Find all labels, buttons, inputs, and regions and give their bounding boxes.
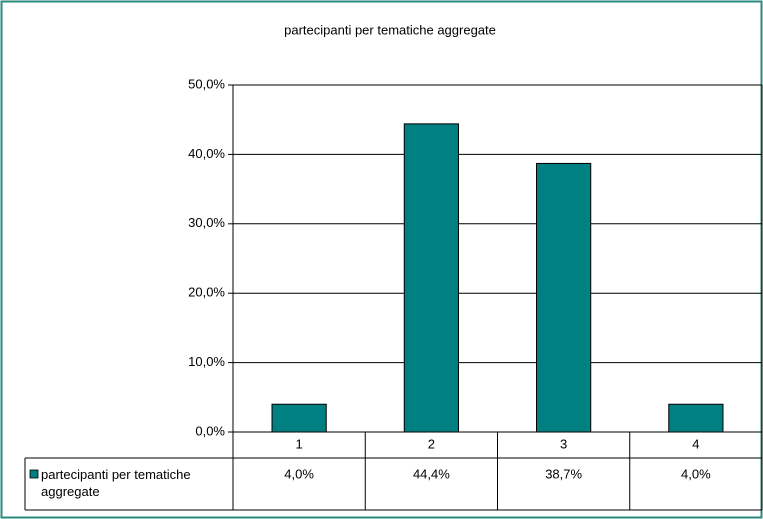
bar xyxy=(536,162,592,433)
bar xyxy=(403,123,459,433)
data-table-value: 4,0% xyxy=(681,466,711,481)
chart-title: partecipanti per tematiche aggregate xyxy=(284,22,496,37)
y-tick-label: 0,0% xyxy=(195,423,225,438)
legend-entry: partecipanti per tematiche aggregate xyxy=(41,467,191,499)
x-tick-label: 3 xyxy=(560,436,567,451)
x-tick-label: 2 xyxy=(428,436,435,451)
data-table-value: 38,7% xyxy=(545,466,582,481)
legend-entry-box: partecipanti per tematiche aggregate xyxy=(41,467,191,499)
y-tick-label: 40,0% xyxy=(188,146,225,161)
bar xyxy=(668,403,724,433)
data-table-value: 4,0% xyxy=(284,466,314,481)
legend-key xyxy=(29,469,39,479)
y-tick-label: 10,0% xyxy=(188,354,225,369)
y-tick-label: 30,0% xyxy=(188,215,225,230)
data-table-value: 44,4% xyxy=(413,466,450,481)
y-tick-label: 20,0% xyxy=(188,285,225,300)
y-tick-label: 50,0% xyxy=(188,76,225,91)
x-tick-label: 4 xyxy=(692,436,699,451)
bar xyxy=(271,403,327,433)
x-tick-label: 1 xyxy=(296,436,303,451)
